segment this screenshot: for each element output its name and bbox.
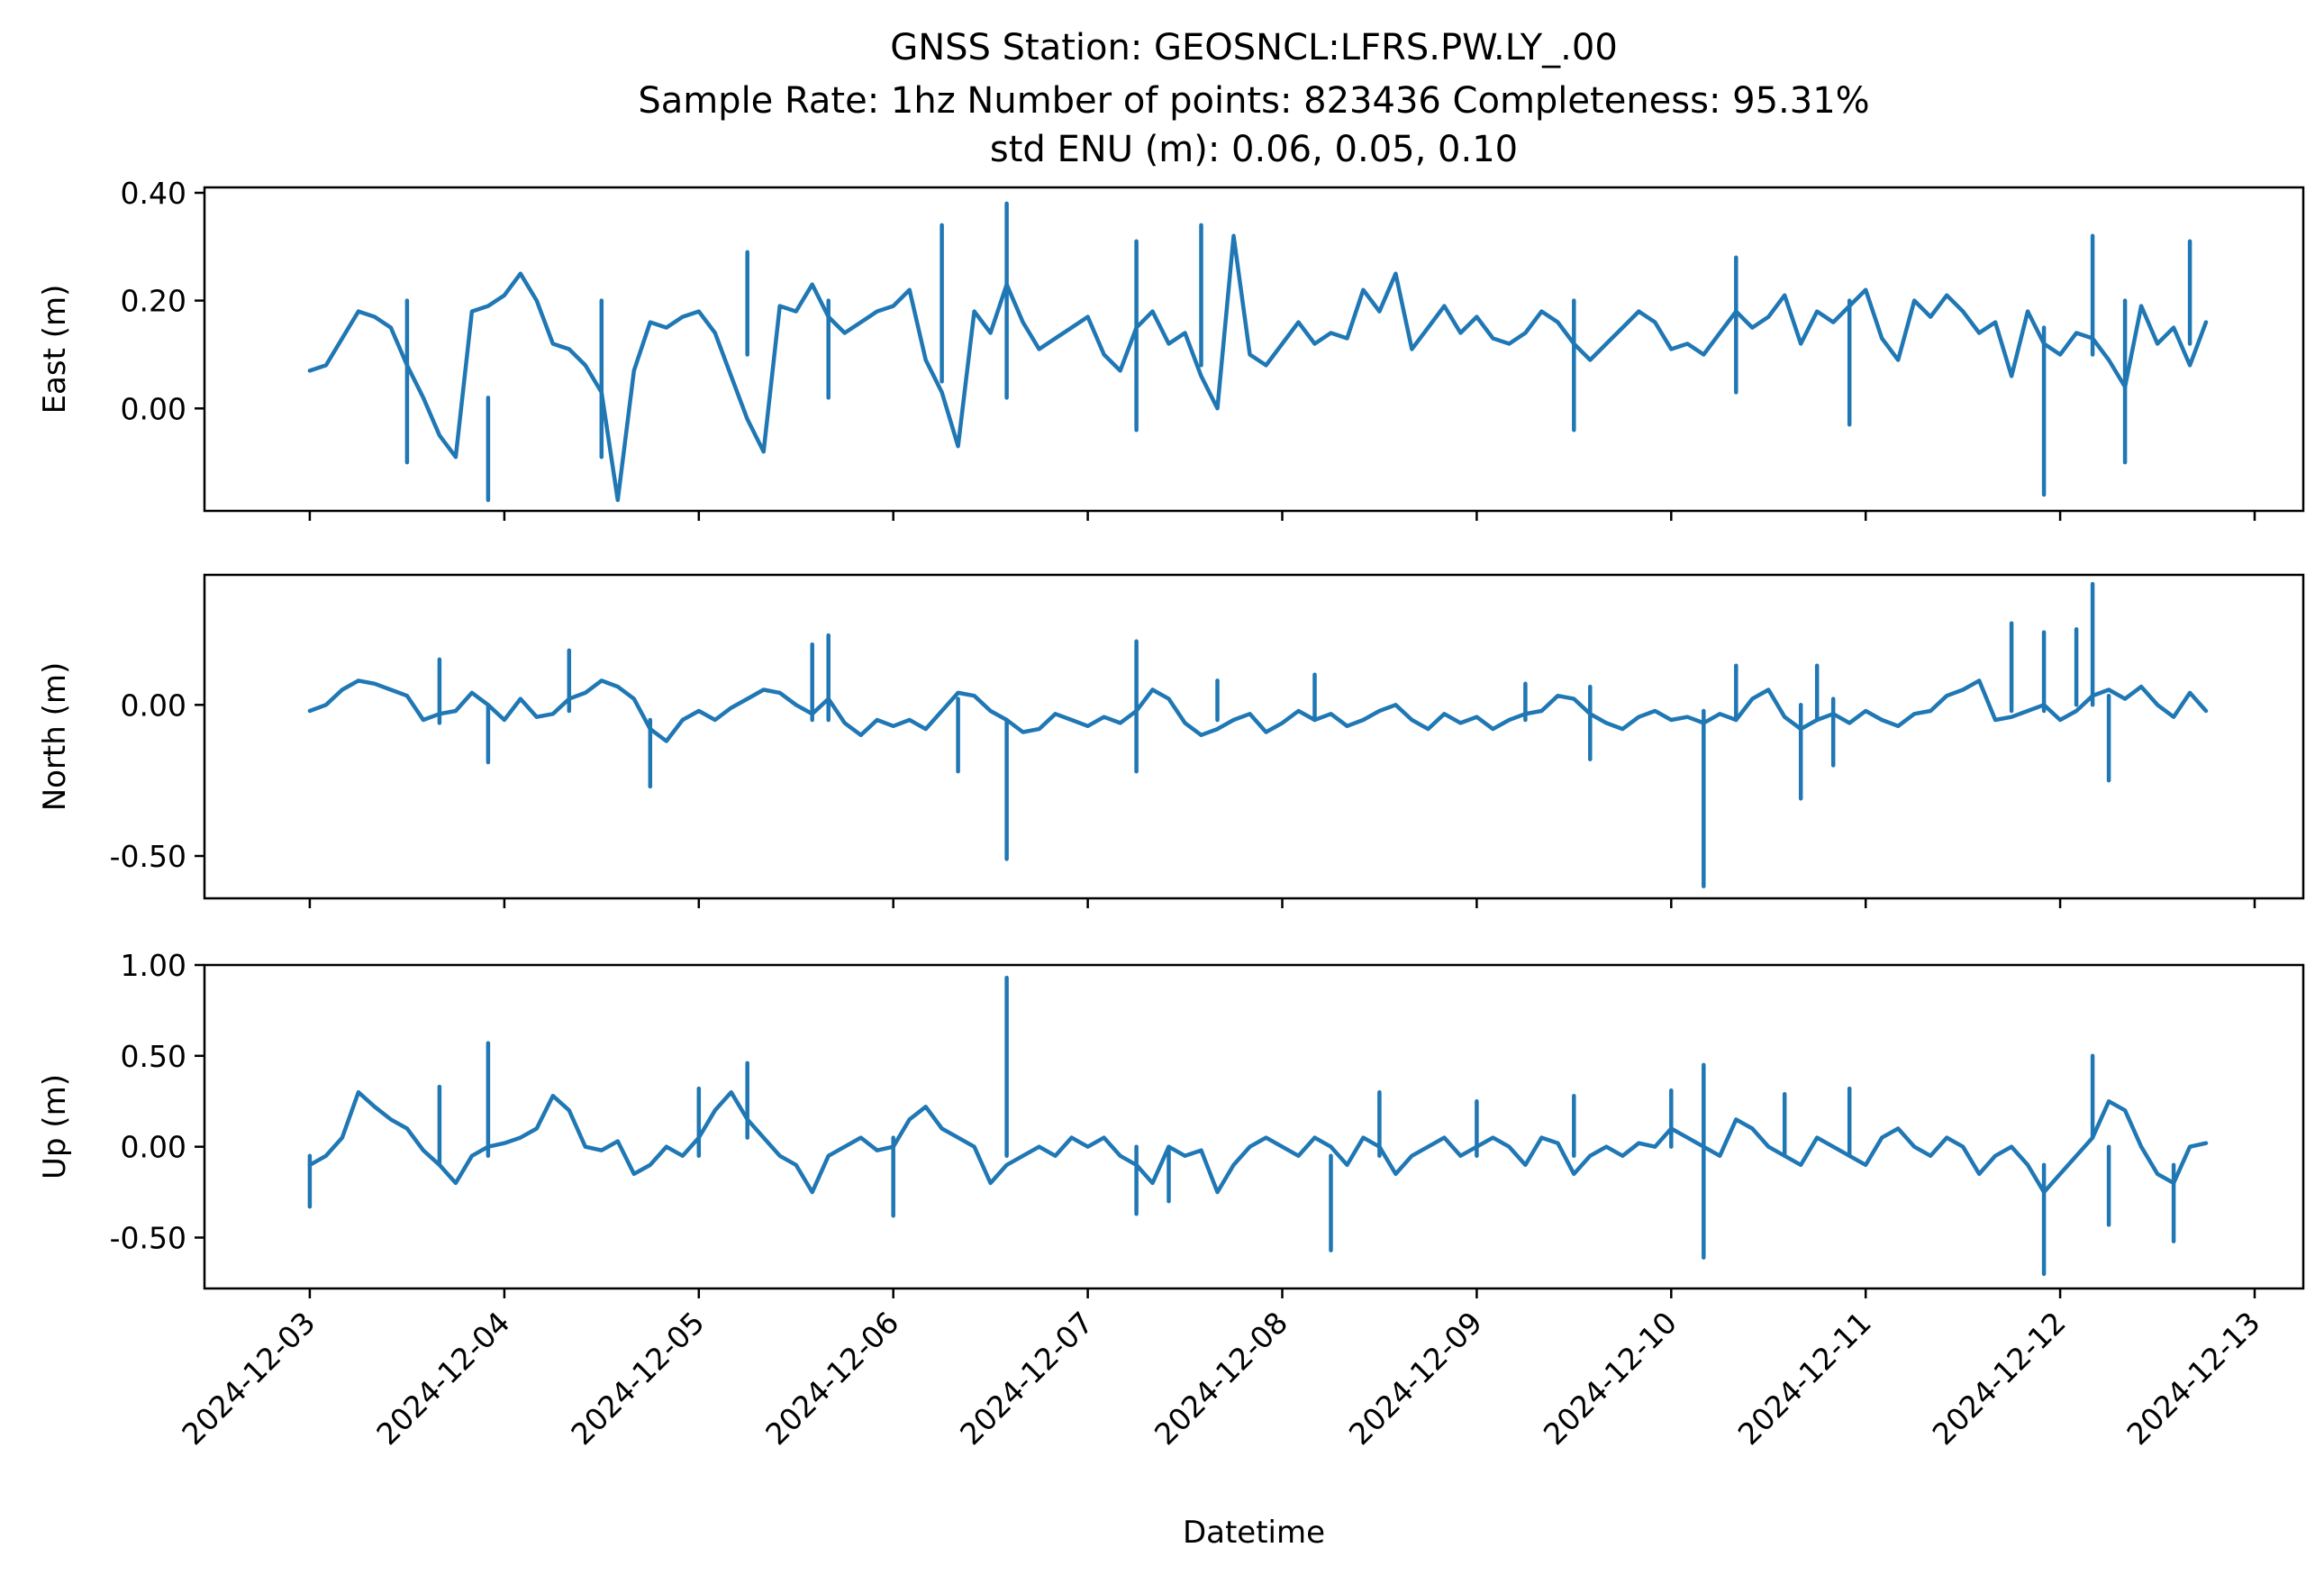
x-tick-label: 2024-12-04: [369, 1305, 516, 1452]
up-plot-frame: [203, 963, 2305, 1290]
x-tick-label: 2024-12-03: [175, 1305, 322, 1452]
x-tick-label: 2024-12-10: [1537, 1305, 1684, 1452]
x-tick-label: 2024-12-12: [1926, 1305, 2073, 1452]
east-y-tick-label: 0.40: [121, 176, 186, 211]
title-line-3: std ENU (m): 0.06, 0.05, 0.10: [990, 129, 1518, 170]
east-panel: 0.40 0.20 0.00 East (m): [37, 176, 2305, 521]
north-series-line: [307, 678, 2209, 743]
north-plot-frame: [203, 573, 2305, 900]
east-y-tick-label: 0.00: [121, 391, 186, 426]
x-tick-label: 2024-12-07: [953, 1305, 1100, 1452]
north-y-axis-label: North (m): [37, 662, 73, 812]
north-y-tick-label: -0.50: [110, 839, 186, 874]
up-y-tick-label: 1.00: [121, 948, 186, 983]
up-series-line: [307, 1089, 2209, 1195]
x-tick-label: 2024-12-09: [1342, 1305, 1489, 1452]
x-tick-label: 2024-12-06: [758, 1305, 905, 1452]
east-plot-frame: [203, 186, 2305, 513]
title-line-2: Sample Rate: 1hz Number of points: 82343…: [638, 80, 1869, 122]
up-y-tick-label: -0.50: [110, 1221, 186, 1256]
east-series-line: [307, 233, 2209, 503]
x-axis-label: Datetime: [1183, 1515, 1325, 1551]
title-line-1: GNSS Station: GEOSNCL:LFRS.PW.LY_.00: [890, 27, 1618, 68]
up-y-tick-label: 0.00: [121, 1130, 186, 1165]
east-y-tick-label: 0.20: [121, 284, 186, 319]
x-tick-label: 2024-12-08: [1148, 1305, 1294, 1452]
x-tick-label: 2024-12-13: [2120, 1305, 2266, 1452]
east-y-axis-label: East (m): [37, 285, 73, 414]
x-axis: 2024-12-03 2024-12-04 2024-12-05 2024-12-06…: [175, 1305, 2266, 1452]
x-tick-label: 2024-12-11: [1731, 1305, 1878, 1452]
up-y-axis-label: Up (m): [37, 1074, 73, 1179]
x-tick-label: 2024-12-05: [564, 1305, 711, 1452]
north-y-tick-label: 0.00: [121, 687, 186, 723]
up-panel: 1.00 0.50 0.00 -0.50 Up (m): [37, 948, 2305, 1298]
figure-title: GNSS Station: GEOSNCL:LFRS.PW.LY_.00 Sam…: [638, 27, 1869, 170]
up-y-tick-label: 0.50: [121, 1039, 186, 1074]
north-panel: 0.00 -0.50 North (m): [37, 573, 2305, 908]
